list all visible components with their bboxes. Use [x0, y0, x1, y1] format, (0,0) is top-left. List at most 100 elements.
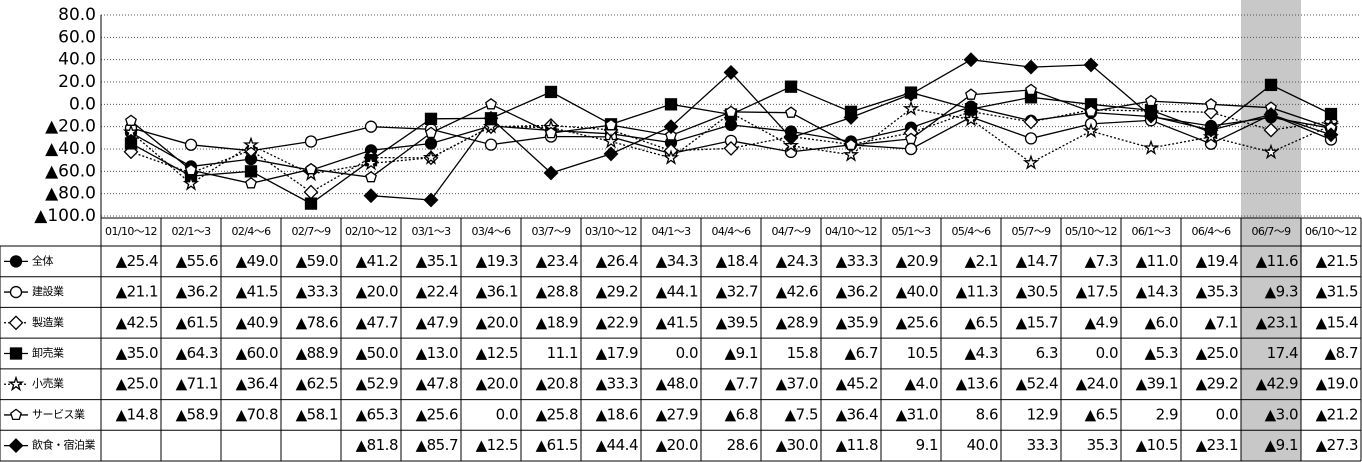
- table-value: ▲36.1: [476, 283, 518, 301]
- point: [125, 114, 137, 126]
- table-value: ▲19.4: [1196, 252, 1238, 270]
- table-value: ▲11.3: [956, 283, 998, 301]
- point: [423, 192, 439, 208]
- table-value: ▲25.4: [116, 252, 158, 270]
- table-value: 0.0: [1216, 405, 1238, 423]
- table-value: ▲20.0: [656, 436, 698, 454]
- table-value: 6.3: [1036, 344, 1058, 362]
- point: [724, 118, 738, 132]
- table-value: ▲20.0: [356, 283, 398, 301]
- legend-marker: [9, 347, 23, 360]
- table-value: ▲4.9: [1085, 313, 1118, 331]
- point: [543, 165, 559, 181]
- x-tick-label: 05/10～12: [1065, 225, 1117, 238]
- point: [184, 138, 198, 151]
- point: [903, 86, 919, 102]
- table-value: 10.5: [907, 344, 938, 362]
- point: [182, 175, 200, 191]
- table-value: ▲5.3: [1145, 344, 1178, 362]
- table-value: ▲39.1: [1136, 375, 1178, 393]
- legend-marker: [8, 315, 24, 331]
- legend-label: 小売業: [32, 377, 64, 390]
- table-value: ▲25.6: [416, 405, 458, 423]
- table-value: ▲18.6: [596, 405, 638, 423]
- point: [1083, 57, 1099, 73]
- table-value: ▲35.0: [116, 344, 158, 362]
- point: [304, 135, 318, 148]
- y-tick-label: 40.0: [58, 50, 96, 70]
- point: [962, 110, 980, 127]
- legend-marker: [7, 375, 25, 392]
- point: [1323, 127, 1339, 143]
- table-value: ▲20.9: [896, 252, 938, 270]
- x-tick-label: 06/4～6: [1191, 225, 1231, 238]
- table-value: ▲29.2: [1196, 375, 1238, 393]
- table-value: ▲41.5: [656, 313, 698, 331]
- table-value: 17.4: [1267, 344, 1298, 362]
- table-value: 0.0: [496, 405, 518, 423]
- table-value: ▲26.4: [596, 252, 638, 270]
- legend-marker: [9, 255, 23, 268]
- table-value: ▲32.7: [716, 283, 758, 301]
- y-tick-label: ▲80.0: [45, 184, 96, 204]
- table-value: ▲15.7: [1016, 313, 1058, 331]
- point: [485, 97, 497, 110]
- point: [602, 132, 620, 149]
- table-value: 15.8: [787, 344, 818, 362]
- table-value: ▲8.7: [1325, 344, 1358, 362]
- x-tick-label: 01/10～12: [105, 225, 157, 238]
- table-value: ▲48.0: [656, 375, 698, 393]
- x-tick-label: 04/4～6: [711, 225, 751, 238]
- point: [364, 120, 378, 133]
- x-tick-label: 03/10～12: [585, 225, 637, 238]
- point: [725, 105, 737, 118]
- y-tick-label: 80.0: [58, 5, 96, 25]
- table-value: ▲37.0: [776, 375, 818, 393]
- table-value: ▲81.8: [356, 436, 398, 454]
- table-value: ▲31.0: [896, 405, 938, 423]
- x-tick-label: 03/7～9: [531, 225, 571, 238]
- table-value: ▲22.4: [416, 283, 458, 301]
- table-value: ▲62.5: [296, 375, 338, 393]
- point: [1025, 83, 1037, 96]
- table-value: ▲24.3: [776, 252, 818, 270]
- point: [785, 106, 797, 118]
- table-value: ▲59.0: [296, 252, 338, 270]
- table-value: ▲50.0: [356, 344, 398, 362]
- x-tick-label: 02/10～12: [345, 225, 397, 238]
- x-tick-label: 04/10～12: [825, 225, 877, 238]
- table-value: ▲30.5: [1016, 283, 1058, 301]
- table-value: ▲23.1: [1196, 436, 1238, 454]
- table-value: ▲7.5: [785, 405, 818, 423]
- table-value: ▲25.6: [896, 313, 938, 331]
- x-tick-label: 02/1～3: [171, 225, 211, 238]
- table-value: ▲42.5: [116, 313, 158, 331]
- table-value: ▲25.0: [1196, 344, 1238, 362]
- table-value: ▲11.0: [1136, 252, 1178, 270]
- table-value: ▲12.5: [476, 436, 518, 454]
- table-value: ▲14.7: [1016, 252, 1058, 270]
- point: [1022, 154, 1040, 170]
- table-value: 12.9: [1027, 405, 1058, 423]
- y-tick-label: 0.0: [69, 94, 96, 114]
- table-value: ▲21.5: [1316, 252, 1358, 270]
- point: [842, 146, 860, 162]
- point: [1203, 122, 1219, 138]
- table-value: ▲6.8: [725, 405, 758, 423]
- legend-marker: [10, 408, 22, 421]
- x-tick-label: 05/1～3: [891, 225, 931, 238]
- table-value: ▲42.9: [1256, 375, 1298, 393]
- table-value: ▲18.9: [536, 313, 578, 331]
- table-value: 11.1: [547, 344, 578, 362]
- point: [122, 123, 140, 140]
- table-value: ▲44.4: [596, 436, 638, 454]
- table-value: ▲44.1: [656, 283, 698, 301]
- table-value: 40.0: [967, 436, 998, 454]
- point: [1023, 114, 1039, 130]
- table-value: ▲7.7: [725, 375, 758, 393]
- x-tick-label: 03/1～3: [411, 225, 451, 238]
- legend-label: 製造業: [32, 315, 64, 329]
- point: [422, 149, 440, 165]
- point: [1264, 78, 1278, 92]
- table-value: ▲34.3: [656, 252, 698, 270]
